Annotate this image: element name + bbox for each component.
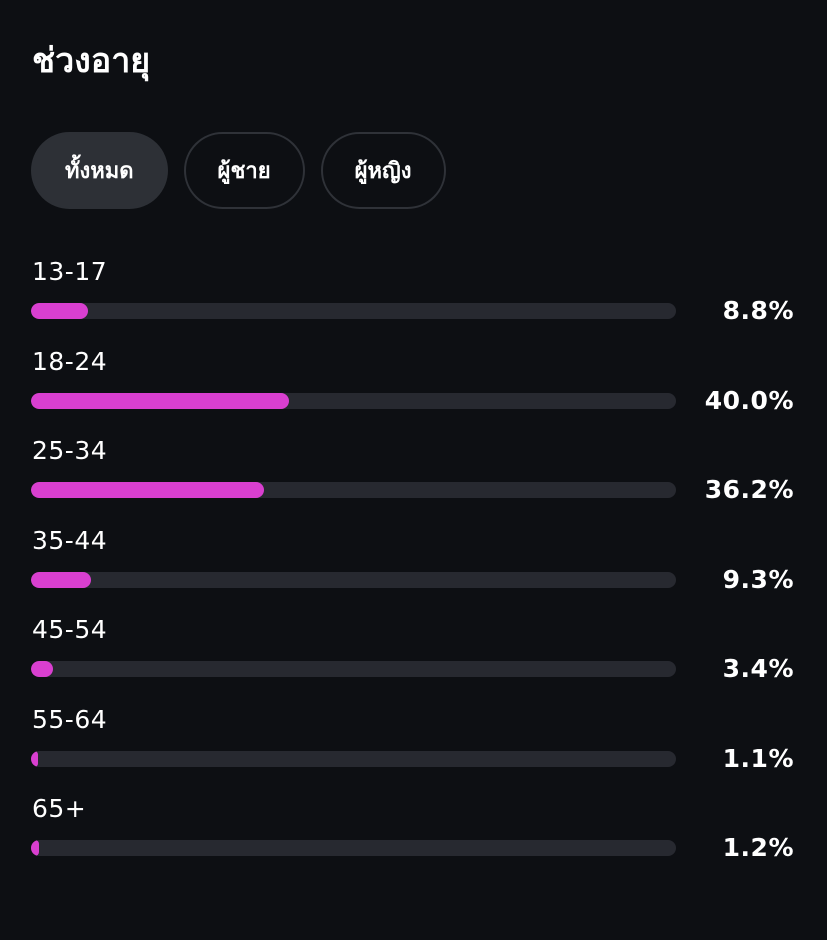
age-range-label: 18-24 [32,346,108,376]
age-range-percent: 36.2% [704,475,794,504]
age-range-list: 13-17 8.8% 18-24 40.0% 25-34 36.2% 35-44… [31,250,797,877]
age-range-row: 45-54 3.4% [31,608,797,698]
age-range-bar-fill [31,303,88,319]
age-range-bar-fill [31,750,39,767]
tab-all[interactable]: ทั้งหมด [31,132,168,209]
age-range-bar-fill [31,571,91,588]
age-range-label: 65+ [32,794,87,823]
age-range-label: 55-64 [32,704,108,734]
age-range-bar-track [31,482,676,498]
age-range-bar-fill [31,840,39,856]
age-range-bar-track [31,661,676,677]
age-range-row: 13-17 8.8% [31,250,797,340]
age-range-row: 25-34 36.2% [31,429,797,519]
age-range-label: 25-34 [32,436,108,465]
age-range-bar-track [31,840,676,856]
age-range-bar-fill [31,392,289,409]
age-range-label: 45-54 [32,615,108,644]
age-range-bar-track [31,392,676,409]
age-range-bar-track [31,303,676,319]
age-range-percent: 9.3% [722,564,794,594]
gender-filter-tabs: ทั้งหมด ผู้ชาย ผู้หญิง [31,132,446,209]
age-range-label: 13-17 [32,257,108,286]
age-range-row: 18-24 40.0% [31,340,797,430]
age-range-row: 55-64 1.1% [31,698,797,788]
tab-male[interactable]: ผู้ชาย [183,132,305,209]
age-range-bar-fill [31,661,53,677]
section-title: ช่วงอายุ [32,41,151,81]
age-range-percent: 1.1% [722,743,794,773]
age-range-bar-fill [31,482,265,498]
age-range-bar-track [31,750,676,767]
age-range-bar-track [31,571,676,588]
age-range-percent: 40.0% [704,385,794,415]
age-range-percent: 1.2% [722,833,794,862]
age-range-row: 35-44 9.3% [31,519,797,609]
tab-female[interactable]: ผู้หญิง [320,132,446,209]
age-range-row: 65+ 1.2% [31,787,797,877]
age-range-label: 35-44 [32,525,108,555]
age-range-percent: 8.8% [722,296,794,325]
age-range-percent: 3.4% [722,654,794,683]
